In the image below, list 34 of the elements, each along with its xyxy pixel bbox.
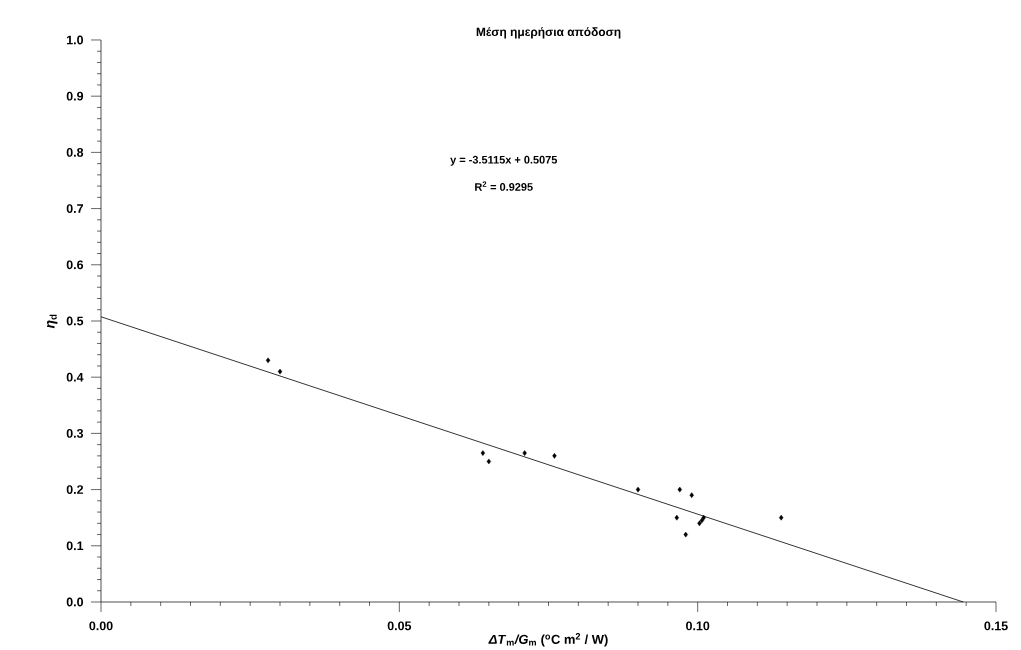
point <box>683 531 688 538</box>
point <box>486 458 491 465</box>
x-tick-label: 0.15 <box>984 621 1008 631</box>
y-axis-title: η$_{d}$ <box>47 314 58 329</box>
y-tick-label: 0.4 <box>66 372 84 382</box>
y-tick-label: 0.1 <box>66 541 84 551</box>
y-tick-label: 0.6 <box>66 260 84 270</box>
y-tick-label: 0.0 <box>66 597 84 607</box>
point <box>265 357 271 364</box>
x-tick-label: 0.05 <box>387 621 412 631</box>
point <box>779 514 784 521</box>
text: ΔT$_{m}$/G$_{m}$ ($^{o}$C m$^{2}$ / W) <box>488 633 608 647</box>
chart-title: Μέση ημερήσια απόδοση <box>476 27 621 39</box>
y-tick-label: 0.2 <box>66 485 84 495</box>
y-tick-label: 1.0 <box>67 35 84 45</box>
point <box>674 514 679 521</box>
point <box>552 453 557 459</box>
x-tick-label: 0.10 <box>686 621 710 631</box>
point <box>635 486 641 493</box>
x-tick-label: 0.00 <box>89 621 113 631</box>
point <box>697 520 702 527</box>
y-tick-label: 0.3 <box>66 429 84 438</box>
annotation: y = -3.5115x + 0.5075 <box>450 155 558 166</box>
y-tick-label: 0.8 <box>66 148 84 157</box>
point <box>701 514 706 521</box>
point <box>677 486 682 493</box>
y-tick-label: 0.7 <box>66 204 83 214</box>
y-tick-label: 0.9 <box>66 91 84 101</box>
point <box>277 368 283 375</box>
point <box>522 450 527 456</box>
y-tick-label: 0.5 <box>66 316 84 326</box>
point <box>689 492 694 499</box>
annotation: R$^{2}$ = 0.9295 <box>475 181 533 191</box>
point <box>480 450 486 456</box>
